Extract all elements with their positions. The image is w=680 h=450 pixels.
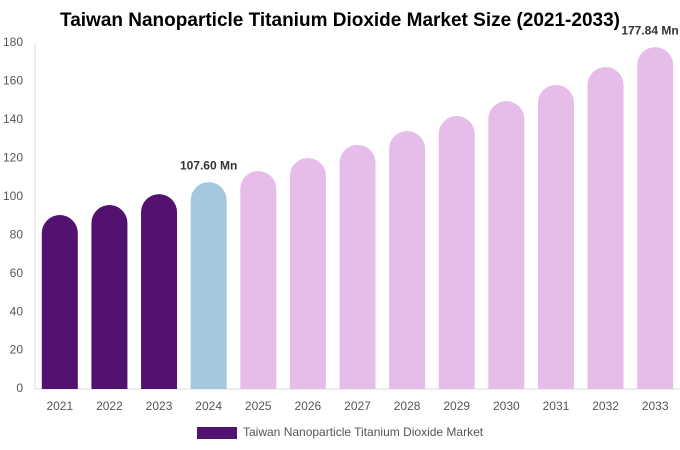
y-tick-label: 80 — [10, 227, 24, 241]
legend-label: Taiwan Nanoparticle Titanium Dioxide Mar… — [243, 425, 484, 439]
bar — [438, 116, 475, 390]
bar — [537, 84, 574, 389]
x-tick-label: 2021 — [46, 399, 73, 413]
y-tick-label: 20 — [10, 343, 24, 357]
value-label: 177.84 Mn — [621, 23, 678, 37]
x-tick-label: 2029 — [443, 399, 470, 413]
value-label: 107.60 Mn — [180, 158, 237, 172]
bar — [91, 205, 128, 389]
x-tick-label: 2032 — [592, 399, 619, 413]
x-tick-label: 2022 — [96, 399, 123, 413]
y-tick-label: 0 — [16, 381, 23, 395]
x-tick-label: 2031 — [543, 399, 570, 413]
y-tick-label: 120 — [3, 151, 23, 165]
bar — [41, 215, 78, 389]
bar — [488, 101, 525, 389]
x-tick-label: 2033 — [642, 399, 669, 413]
x-tick-label: 2023 — [146, 399, 173, 413]
chart-title: Taiwan Nanoparticle Titanium Dioxide Mar… — [60, 10, 620, 31]
bar — [637, 47, 674, 389]
x-tick-label: 2024 — [195, 399, 222, 413]
y-tick-label: 100 — [3, 189, 23, 203]
bar — [240, 171, 277, 389]
legend-swatch — [197, 427, 237, 439]
y-tick-label: 160 — [3, 74, 23, 88]
bar — [389, 131, 426, 389]
y-tick-label: 180 — [3, 35, 23, 49]
x-tick-label: 2028 — [394, 399, 421, 413]
x-tick-label: 2030 — [493, 399, 520, 413]
y-tick-label: 140 — [3, 112, 23, 126]
x-tick-label: 2026 — [295, 399, 322, 413]
bar — [141, 194, 178, 389]
y-tick-label: 40 — [10, 304, 24, 318]
bar — [289, 157, 326, 389]
bar — [190, 182, 227, 389]
bar — [587, 67, 624, 390]
y-tick-label: 60 — [10, 266, 24, 280]
bar — [339, 144, 376, 389]
x-tick-label: 2025 — [245, 399, 272, 413]
x-tick-label: 2027 — [344, 399, 371, 413]
